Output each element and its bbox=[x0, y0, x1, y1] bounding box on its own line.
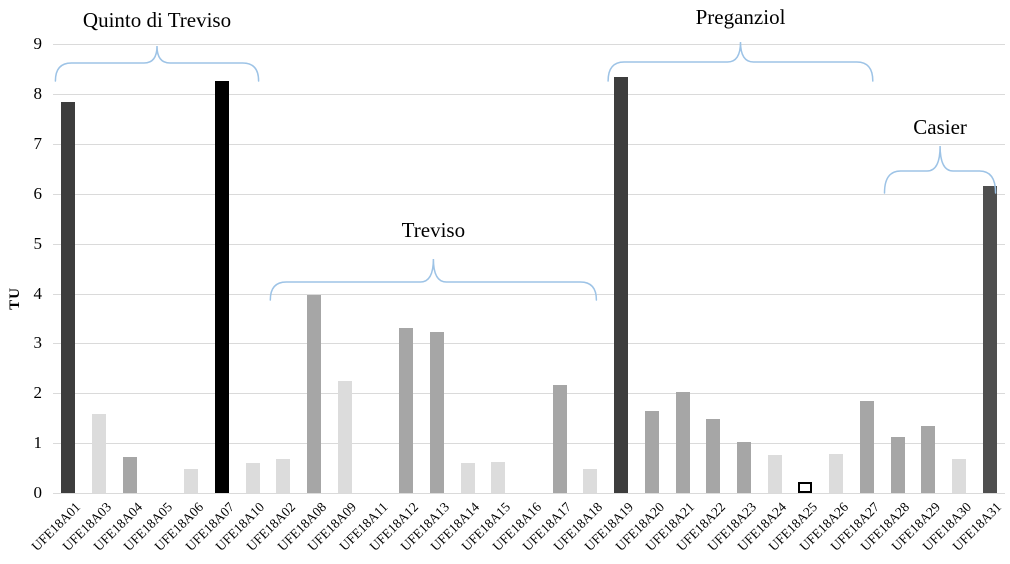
bar-UFE18A31 bbox=[982, 186, 997, 493]
y-tick-label: 3 bbox=[33, 333, 43, 353]
bar-UFE18A20 bbox=[644, 410, 659, 493]
bar-UFE18A03 bbox=[92, 414, 107, 493]
y-tick-label: 1 bbox=[33, 433, 43, 453]
bar-UFE18A26 bbox=[829, 454, 844, 493]
gridline bbox=[53, 144, 1005, 146]
bar-UFE18A08 bbox=[307, 294, 321, 493]
bar-UFE18A04 bbox=[122, 457, 137, 493]
bar-UFE18A17 bbox=[552, 384, 567, 493]
gridline bbox=[53, 44, 1005, 46]
gridline bbox=[53, 243, 1005, 245]
group-label: Casier bbox=[913, 115, 967, 139]
bar-UFE18A25 bbox=[798, 482, 813, 493]
bar-UFE18A18 bbox=[583, 469, 598, 493]
bar-UFE18A27 bbox=[859, 400, 874, 493]
y-tick-label: 6 bbox=[33, 183, 43, 203]
y-tick-label: 5 bbox=[33, 233, 43, 253]
bar-UFE18A15 bbox=[491, 462, 506, 493]
bar-UFE18A22 bbox=[706, 418, 721, 493]
x-axis-line bbox=[53, 493, 1005, 494]
gridline bbox=[53, 393, 1005, 395]
bar-UFE18A14 bbox=[460, 463, 475, 493]
group-label: Preganziol bbox=[695, 5, 786, 29]
y-tick-label: 8 bbox=[33, 84, 43, 104]
y-tick-label: 0 bbox=[33, 483, 43, 502]
group-brace bbox=[883, 145, 997, 194]
bar-UFE18A21 bbox=[675, 391, 690, 493]
bar-UFE18A24 bbox=[767, 455, 782, 493]
gridline bbox=[53, 193, 1005, 195]
group-brace bbox=[607, 41, 874, 82]
gridline bbox=[53, 343, 1005, 345]
bar-UFE18A10 bbox=[245, 463, 260, 493]
y-tick-label: 7 bbox=[33, 134, 43, 154]
y-tick-label: 4 bbox=[33, 283, 43, 303]
gridline bbox=[53, 293, 1005, 295]
bar-UFE18A28 bbox=[890, 437, 905, 493]
bar-UFE18A19 bbox=[614, 77, 629, 493]
y-tick-label: 9 bbox=[33, 34, 43, 54]
group-label: Treviso bbox=[401, 218, 466, 242]
gridline bbox=[53, 443, 1005, 445]
gridline bbox=[53, 94, 1005, 96]
bar-UFE18A30 bbox=[951, 459, 966, 493]
y-tick-label: 2 bbox=[33, 383, 43, 403]
bar-UFE18A02 bbox=[276, 459, 291, 493]
bar-UFE18A07 bbox=[214, 80, 229, 493]
bar-UFE18A06 bbox=[184, 469, 199, 493]
group-brace bbox=[54, 45, 260, 82]
bar-UFE18A13 bbox=[429, 332, 444, 493]
group-label: Quinto di Treviso bbox=[82, 8, 232, 32]
bar-UFE18A29 bbox=[921, 425, 936, 493]
bar-UFE18A09 bbox=[337, 380, 352, 493]
bar-UFE18A12 bbox=[399, 328, 414, 493]
bar-UFE18A23 bbox=[737, 442, 751, 493]
bar-UFE18A01 bbox=[61, 101, 76, 493]
